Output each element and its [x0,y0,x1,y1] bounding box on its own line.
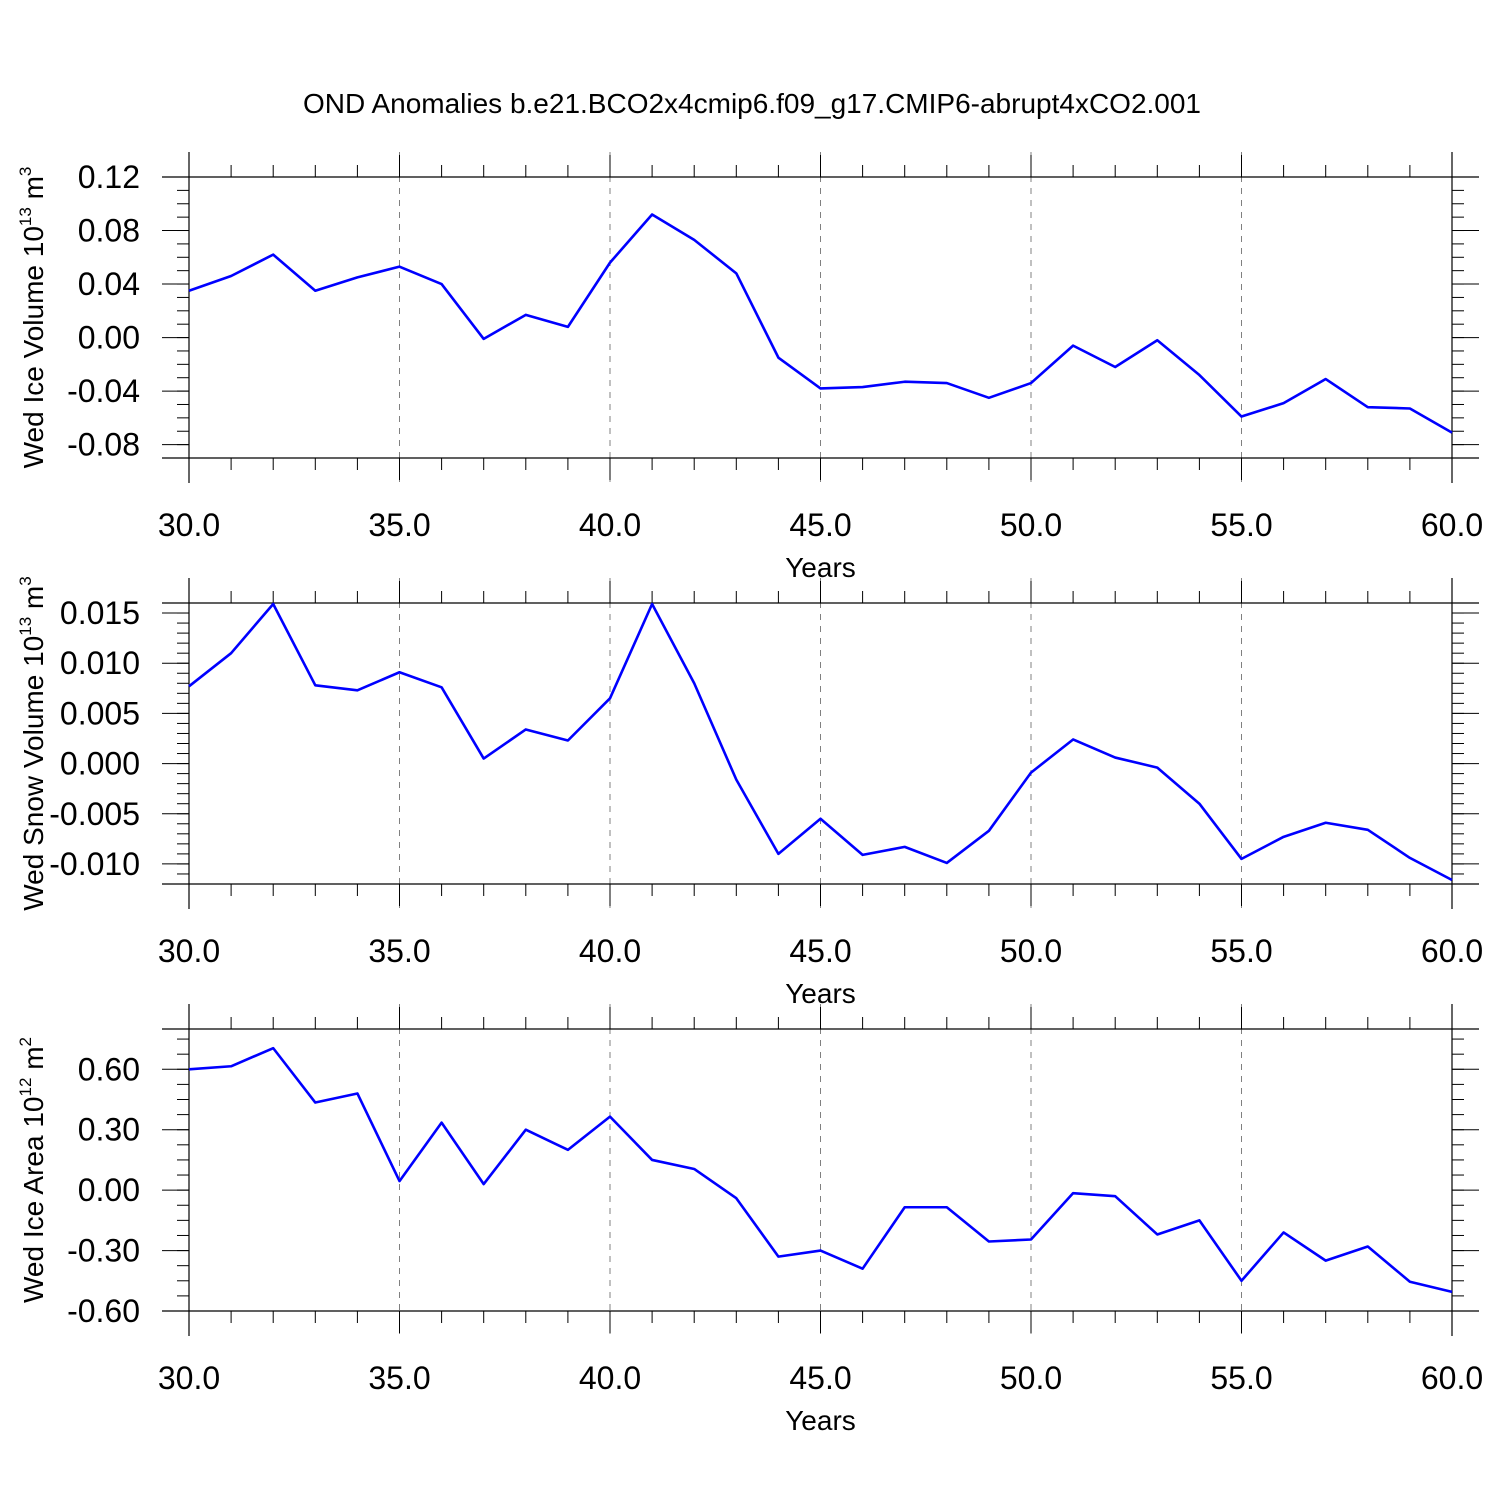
y-tick-label: -0.60 [67,1293,140,1329]
y-axis-label-unit-main: m [18,1046,49,1077]
x-tick-label: 50.0 [1000,933,1062,969]
y-tick-label: 0.08 [78,213,140,249]
y-axis-label: Wed Ice Volume 1013 m3 [16,167,49,469]
chart-panel-3: 0.60 0.30 0.00 -0.30 -0.60 30.0 35.0 40.0 45.0 50… [16,1004,1483,1436]
chart-panel-1: 0.12 0.08 0.04 0.00 -0.04 -0.08 30.0 35.0 40.0 45… [16,152,1483,583]
x-tick-label: 60.0 [1421,933,1483,969]
y-tick-label: 0.04 [78,266,140,302]
x-tick-label: 35.0 [368,1360,430,1396]
x-tick-label: 55.0 [1210,507,1272,543]
x-tick-label: 40.0 [579,507,641,543]
y-axis-label-main: Wed Ice Area 10 [18,1097,49,1304]
y-tick-label: -0.005 [49,796,140,832]
x-axis-label: Years [785,1405,856,1436]
series-line [188,1046,1453,1294]
x-tick-label: 55.0 [1210,1360,1272,1396]
y-axis-label-unit-exp: 2 [16,1037,35,1046]
y-tick-label: -0.010 [49,846,140,882]
x-tick-label: 55.0 [1210,933,1272,969]
x-tick-label: 30.0 [158,1360,220,1396]
y-tick-label: 0.30 [78,1112,140,1148]
x-tick-label: 45.0 [789,507,851,543]
x-tick-label: 40.0 [579,933,641,969]
x-tick-label: 50.0 [1000,1360,1062,1396]
y-tick-label: 0.005 [60,695,140,731]
x-tick-label: 50.0 [1000,507,1062,543]
x-axis-label: Years [785,552,856,583]
x-tick-label: 60.0 [1421,507,1483,543]
x-tick-label: 35.0 [368,507,430,543]
y-axis-label-exp: 12 [16,1078,35,1097]
x-tick-label: 35.0 [368,933,430,969]
y-axis-label-main: Wed Ice Volume 10 [18,226,49,468]
y-axis-label-unit-exp: 3 [16,167,35,176]
chart-panel-2: 0.015 0.010 0.005 0.000 -0.005 -0.010 30.0 35.0… [16,576,1483,1009]
y-axis-label: Wed Ice Area 1012 m2 [16,1037,49,1303]
y-tick-label: -0.08 [67,427,140,463]
x-tick-label: 60.0 [1421,1360,1483,1396]
y-tick-label: -0.30 [67,1233,140,1269]
y-tick-label: 0.12 [78,159,140,195]
y-tick-label: 0.000 [60,746,140,782]
y-tick-label: 0.010 [60,645,140,681]
y-tick-label: 0.00 [78,1172,140,1208]
y-axis-label-unit-main: m [18,586,49,617]
x-axis-label: Years [785,978,856,1009]
y-tick-label: 0.60 [78,1051,140,1087]
x-tick-label: 30.0 [158,933,220,969]
y-tick-label: 0.00 [78,320,140,356]
y-axis-label-exp: 13 [16,207,35,226]
y-axis-label-main: Wed Snow Volume 10 [18,636,49,911]
y-axis-label-exp: 13 [16,617,35,636]
x-tick-label: 45.0 [789,933,851,969]
y-tick-label: 0.015 [60,595,140,631]
x-tick-label: 40.0 [579,1360,641,1396]
y-axis-label-unit-main: m [18,176,49,207]
x-tick-label: 30.0 [158,507,220,543]
y-axis-label-unit-exp: 3 [16,576,35,585]
y-axis-label: Wed Snow Volume 1013 m3 [16,576,49,910]
series-line [188,602,1453,882]
x-tick-label: 45.0 [789,1360,851,1396]
chart-title: OND Anomalies b.e21.BCO2x4cmip6.f09_g17.… [303,88,1201,119]
y-tick-label: -0.04 [67,373,140,409]
